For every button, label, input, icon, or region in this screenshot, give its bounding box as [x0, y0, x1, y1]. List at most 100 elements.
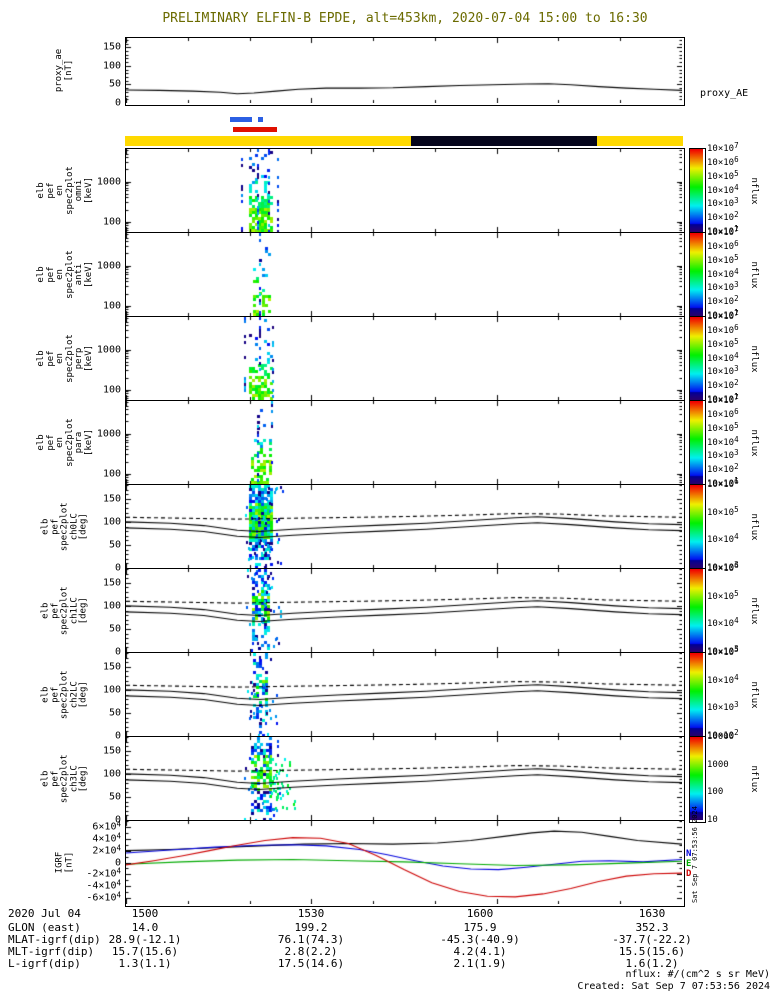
colorbar-tick-label: 10×103	[707, 364, 739, 378]
time-tick-label: 1630	[638, 907, 666, 920]
colorbar-tick-label: 10×104	[707, 616, 739, 630]
colorbar-tick-label: 10×107	[707, 309, 739, 322]
y-axis-title-text: proxy_ae [nT]	[54, 48, 74, 93]
exponent: 5	[734, 420, 739, 430]
coord-row-header: GLON (east)	[8, 921, 81, 934]
exponent: 4	[116, 843, 121, 853]
coord-value: 199.2	[294, 921, 328, 934]
exponent: 4	[734, 434, 739, 444]
colorbar-tick-label: 10×107	[707, 225, 739, 238]
exponent: 4	[734, 182, 739, 192]
exponent: 1	[734, 224, 739, 233]
panel-plot-area-elb_pef_en_spec2plot_omni	[126, 149, 682, 232]
colorbar-gradient	[690, 737, 703, 820]
exponent: 2	[734, 462, 739, 472]
y-axis-title-elb_pef_spec2plot_ch3LC: elb pef spec2plot ch3LC [deg]	[34, 736, 96, 821]
y-tick-label: 0	[114, 814, 121, 826]
y-tick-label: 1000	[96, 176, 121, 188]
colorbar-axis-label: nflux	[749, 428, 759, 457]
coord-row-header: MLT-igrf(dip)	[8, 945, 95, 958]
coord-value: 14.0	[131, 921, 159, 934]
coord-value: 28.9(-12.1)	[108, 933, 182, 946]
colorbar-tick-label: 10×106	[707, 154, 739, 168]
panel-plot-area-elb_pef_spec2plot_ch2LC	[126, 653, 682, 736]
coord-value: 2.8(2.2)	[284, 945, 338, 958]
coord-value: 175.9	[463, 921, 497, 934]
panel-elb_pef_spec2plot_ch1LC	[125, 568, 685, 655]
colorbar-tick-label: 10×102	[707, 728, 739, 741]
y-axis-title-text: elb pef spec2plot ch0LC [deg]	[40, 502, 89, 551]
exponent: 4	[116, 831, 121, 841]
date-label: 2020 Jul 04	[8, 907, 81, 920]
colorbar-tick-label: 10×105	[707, 420, 739, 434]
exponent: 5	[734, 168, 739, 178]
colorbar-axis-label: nflux	[749, 596, 759, 625]
colorbar-tick-label: 10×104	[707, 672, 739, 686]
colorbar-tick-label: 10×106	[707, 477, 739, 490]
coord-value: 17.5(14.6)	[277, 957, 345, 970]
y-axis-title-elb_pef_en_spec2plot_perp: elb pef en spec2plot perp [keV]	[34, 316, 96, 401]
time-tick-label: 1530	[297, 907, 325, 920]
y-tick-label: 100	[102, 216, 121, 228]
colorbar-gradient	[690, 653, 703, 736]
colorbar-axis-label: nflux	[749, 260, 759, 289]
coord-value: -37.7(-22.2)	[612, 933, 692, 946]
colorbar-tick-label: 10×105	[707, 588, 739, 602]
bar-blue	[257, 117, 264, 122]
colorbar-elb_pef_en_spec2plot_perp	[689, 316, 706, 403]
colorbar-gradient	[690, 317, 703, 400]
colorbar-tick-label: 10×105	[707, 252, 739, 266]
panel-elb_pef_en_spec2plot_anti	[125, 232, 685, 319]
y-tick-label: -2×104	[86, 866, 121, 880]
colorbar-gradient	[690, 485, 703, 568]
y-axis-title-elb_pef_spec2plot_ch2LC: elb pef spec2plot ch2LC [deg]	[34, 652, 96, 737]
coord-row-header: MLAT-igrf(dip)	[8, 933, 101, 946]
bar-black	[411, 136, 598, 146]
y-tick-label: 100	[102, 768, 121, 780]
colorbar-tick-label: 10×106	[707, 322, 739, 336]
y-tick-label: 2×104	[92, 843, 121, 857]
y-axis-title-text: elb pef spec2plot ch2LC [deg]	[40, 670, 89, 719]
exponent: 5	[734, 252, 739, 262]
colorbar-tick-label: 10×104	[707, 266, 739, 280]
y-tick-label: 0	[114, 97, 121, 109]
colorbar-tick-label: 10×106	[707, 561, 739, 574]
y-axis-title-elb_pef_en_spec2plot_anti: elb pef en spec2plot anti [keV]	[34, 232, 96, 317]
colorbar-tick-label: 10×106	[707, 238, 739, 252]
colorbar-tick-label: 10×103	[707, 644, 739, 657]
panel-elb_pef_en_spec2plot_perp	[125, 316, 685, 403]
y-tick-label: 0	[114, 730, 121, 742]
y-tick-label: 1000	[96, 260, 121, 272]
exponent: 2	[734, 378, 739, 388]
plot-title: PRELIMINARY ELFIN-B EPDE, alt=453km, 202…	[162, 11, 648, 26]
colorbar-tick-label: 10×103	[707, 448, 739, 462]
colorbar-tick-label: 10×103	[707, 700, 739, 714]
colorbar-tick-label: 10×104	[707, 350, 739, 364]
colorbar-axis-label: nflux	[749, 512, 759, 541]
colorbar-elb_pef_en_spec2plot_anti	[689, 232, 706, 319]
exponent: 7	[734, 225, 739, 234]
exponent: 6	[734, 322, 739, 332]
exponent: 4	[734, 266, 739, 276]
igrf-component-label-N: N	[686, 849, 692, 859]
colorbar-tick-label: 10×105	[707, 168, 739, 182]
colorbar-tick-label: 10×104	[707, 434, 739, 448]
exponent: 5	[734, 588, 739, 598]
y-tick-label: 100	[102, 600, 121, 612]
y-tick-label: 50	[108, 78, 121, 90]
exponent: 3	[734, 364, 739, 374]
colorbar-tick-label: 10×105	[707, 336, 739, 350]
exponent: 7	[734, 309, 739, 318]
exponent: 2	[734, 210, 739, 220]
colorbar-tick-label: 10×101	[707, 224, 739, 237]
exponent: 5	[734, 504, 739, 514]
y-tick-label: 4×104	[92, 831, 121, 845]
colorbar-axis-label: nflux	[749, 344, 759, 373]
y-axis-title-elb_pef_en_spec2plot_para: elb pef en spec2plot para [keV]	[34, 400, 96, 485]
panel-elb_pef_en_spec2plot_para	[125, 400, 685, 487]
coord-value: 352.3	[635, 921, 669, 934]
exponent: 1	[734, 392, 739, 401]
y-axis-title-text: elb pef en spec2plot omni [keV]	[35, 166, 94, 215]
colorbar-elb_pef_spec2plot_ch1LC	[689, 568, 706, 655]
exponent: 4	[734, 616, 739, 626]
